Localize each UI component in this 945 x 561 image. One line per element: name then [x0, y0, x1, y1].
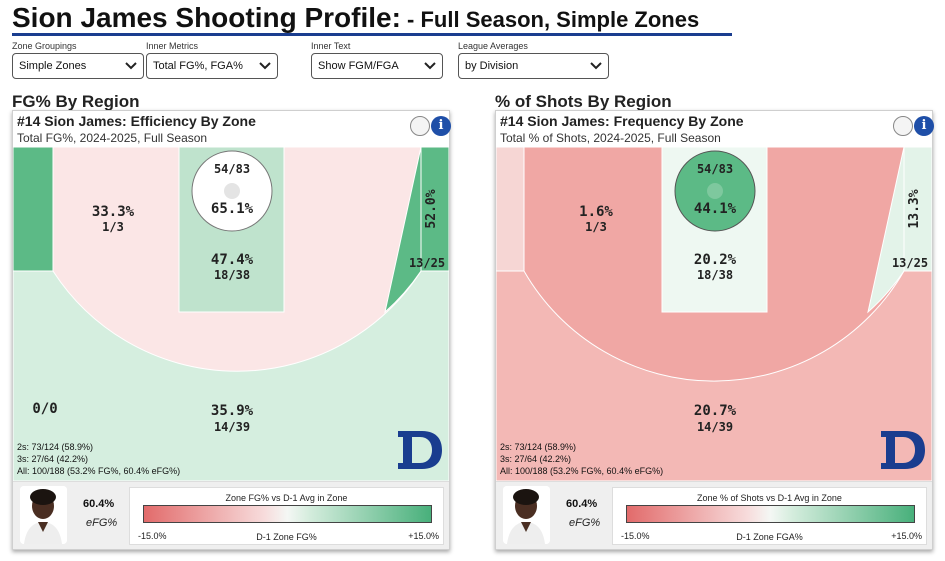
- duke-logo-icon: [398, 431, 442, 469]
- toggle-icon[interactable]: [893, 116, 913, 136]
- legend-title: Zone % of Shots vs D-1 Avg in Zone: [697, 493, 842, 503]
- legend-min: -15.0%: [138, 531, 167, 541]
- chevron-down-icon: [259, 62, 271, 70]
- twos-stat: 2s: 73/124 (58.9%): [17, 442, 94, 452]
- zone-groupings-select[interactable]: Simple Zones: [12, 53, 144, 79]
- top-3-value: 20.7%: [694, 403, 737, 419]
- hoop-mark: [707, 183, 723, 199]
- inner-metrics-value: Total FG%, FGA%: [153, 60, 243, 72]
- frequency-panel: #14 Sion James: Frequency By Zone Total …: [495, 110, 934, 550]
- rim-attempts: 54/83: [214, 162, 250, 176]
- section-title-shots: % of Shots By Region: [495, 92, 672, 111]
- all-stat: All: 100/188 (53.2% FG%, 60.4% eFG%): [500, 466, 664, 476]
- top-3-value: 35.9%: [211, 403, 254, 419]
- efg-value: 60.4%: [566, 498, 598, 510]
- hoop-mark: [224, 183, 240, 199]
- league-averages-select[interactable]: by Division: [458, 53, 609, 79]
- league-averages-control: League Averages by Division: [458, 40, 609, 79]
- legend-title: Zone FG% vs D-1 Avg in Zone: [225, 493, 348, 503]
- top-3-attempts: 14/39: [697, 420, 733, 434]
- player-photo-icon: [20, 486, 67, 544]
- page-title-sub: - Full Season, Simple Zones: [400, 7, 700, 32]
- all-stat: All: 100/188 (53.2% FG%, 60.4% eFG%): [17, 466, 181, 476]
- legend-max: +15.0%: [891, 531, 922, 541]
- chevron-down-icon: [590, 62, 602, 70]
- twos-stat: 2s: 73/124 (58.9%): [500, 442, 577, 452]
- panel-subtitle: Total % of Shots, 2024-2025, Full Season: [500, 131, 721, 145]
- duke-logo-icon: [881, 431, 925, 469]
- zone-left-corner-3: [496, 147, 525, 272]
- panel-title: #14 Sion James: Efficiency By Zone: [17, 113, 256, 129]
- right-corner-attempts: 13/25: [409, 256, 445, 270]
- left-mid-attempts: 1/3: [585, 220, 607, 234]
- rim-value: 44.1%: [694, 201, 737, 217]
- title-underline: [12, 33, 732, 36]
- inner-text-label: Inner Text: [311, 41, 351, 51]
- zone-right-corner-3: [384, 147, 449, 314]
- zone-left-corner-3: [13, 147, 54, 272]
- paint-attempts: 18/38: [697, 268, 733, 282]
- zone-groupings-label: Zone Groupings: [12, 41, 77, 51]
- paint-value: 47.4%: [211, 252, 254, 268]
- zone-groupings-control: Zone Groupings Simple Zones: [12, 40, 144, 79]
- efg-value: 60.4%: [83, 498, 115, 510]
- shot-chart: 54/83 65.1% 47.4% 18/38 33.3% 1/3 52.0% …: [13, 147, 449, 481]
- zone-right-corner-3: [867, 147, 932, 314]
- inner-text-value: Show FGM/FGA: [318, 60, 399, 72]
- color-legend: Zone % of Shots vs D-1 Avg in Zone -15.0…: [612, 487, 927, 545]
- left-wing-value: 0/0: [32, 401, 57, 417]
- inner-metrics-select[interactable]: Total FG%, FGA%: [146, 53, 278, 79]
- section-title-fg: FG% By Region: [12, 92, 140, 111]
- player-avatar: [20, 486, 67, 544]
- legend-mid: D-1 Zone FGA%: [736, 532, 803, 542]
- color-legend: Zone FG% vs D-1 Avg in Zone -15.0% D-1 Z…: [129, 487, 444, 545]
- panel-title: #14 Sion James: Frequency By Zone: [500, 113, 744, 129]
- legend-min: -15.0%: [621, 531, 650, 541]
- threes-stat: 3s: 27/64 (42.2%): [17, 454, 89, 464]
- efg-label: eFG%: [86, 517, 118, 529]
- left-mid-value: 33.3%: [92, 204, 135, 220]
- league-averages-label: League Averages: [458, 41, 528, 51]
- page-title-main: Sion James Shooting Profile:: [12, 2, 401, 33]
- legend-gradient: [143, 505, 432, 523]
- panel-footer: 60.4% eFG% Zone FG% vs D-1 Avg in Zone -…: [13, 481, 449, 549]
- panel-footer: 60.4% eFG% Zone % of Shots vs D-1 Avg in…: [496, 481, 932, 549]
- left-mid-attempts: 1/3: [102, 220, 124, 234]
- toggle-icon[interactable]: [410, 116, 430, 136]
- legend-max: +15.0%: [408, 531, 439, 541]
- rim-value: 65.1%: [211, 201, 254, 217]
- legend-gradient: [626, 505, 915, 523]
- shot-stats: 2s: 73/124 (58.9%) 3s: 27/64 (42.2%) All…: [17, 441, 180, 477]
- inner-text-select[interactable]: Show FGM/FGA: [311, 53, 443, 79]
- left-mid-value: 1.6%: [579, 204, 613, 220]
- paint-attempts: 18/38: [214, 268, 250, 282]
- efg-label: eFG%: [569, 517, 601, 529]
- inner-metrics-control: Inner Metrics Total FG%, FGA%: [146, 40, 278, 79]
- inner-metrics-label: Inner Metrics: [146, 41, 199, 51]
- paint-value: 20.2%: [694, 252, 737, 268]
- right-corner-value: 13.3%: [907, 189, 922, 228]
- shot-chart: 54/83 44.1% 20.2% 18/38 1.6% 1/3 13.3% 1…: [496, 147, 932, 481]
- efficiency-panel: #14 Sion James: Efficiency By Zone Total…: [12, 110, 451, 550]
- threes-stat: 3s: 27/64 (42.2%): [500, 454, 572, 464]
- legend-mid: D-1 Zone FG%: [256, 532, 317, 542]
- page-title: Sion James Shooting Profile: - Full Seas…: [12, 2, 699, 34]
- inner-text-control: Inner Text Show FGM/FGA: [311, 40, 443, 79]
- right-corner-value: 52.0%: [424, 189, 439, 228]
- top-3-attempts: 14/39: [214, 420, 250, 434]
- chevron-down-icon: [125, 62, 137, 70]
- info-icon[interactable]: i: [914, 116, 934, 136]
- panel-subtitle: Total FG%, 2024-2025, Full Season: [17, 131, 208, 145]
- player-avatar: [503, 486, 550, 544]
- rim-attempts: 54/83: [697, 162, 733, 176]
- chevron-down-icon: [424, 62, 436, 70]
- shot-stats: 2s: 73/124 (58.9%) 3s: 27/64 (42.2%) All…: [500, 441, 663, 477]
- player-photo-icon: [503, 486, 550, 544]
- right-corner-attempts: 13/25: [892, 256, 928, 270]
- league-averages-value: by Division: [465, 60, 519, 72]
- info-icon[interactable]: i: [431, 116, 451, 136]
- zone-groupings-value: Simple Zones: [19, 60, 87, 72]
